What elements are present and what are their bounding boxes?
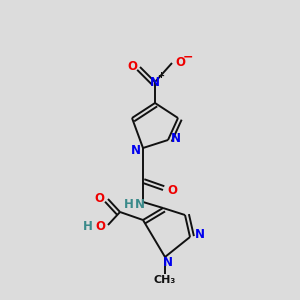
Text: N: N (163, 256, 173, 269)
Text: +: + (158, 70, 164, 80)
Text: N: N (171, 131, 181, 145)
Text: CH₃: CH₃ (154, 275, 176, 285)
Text: N: N (195, 229, 205, 242)
Text: N: N (131, 143, 141, 157)
Text: O: O (94, 193, 104, 206)
Text: H: H (124, 197, 134, 211)
Text: O: O (127, 61, 137, 74)
Text: O: O (95, 220, 105, 233)
Text: O: O (175, 56, 185, 70)
Text: O: O (167, 184, 177, 196)
Text: N: N (135, 197, 145, 211)
Text: N: N (150, 76, 160, 88)
Text: H: H (83, 220, 93, 233)
Text: −: − (183, 50, 193, 64)
